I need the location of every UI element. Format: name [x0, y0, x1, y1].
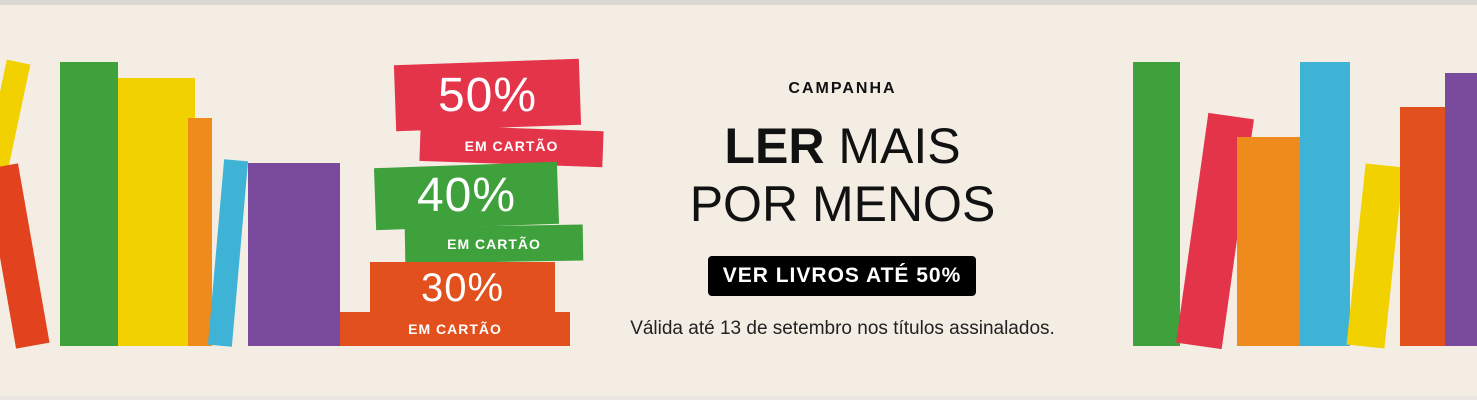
headline-line-2: POR MENOS	[689, 176, 996, 232]
bottom-border	[0, 396, 1477, 400]
validity-note: Válida até 13 de setembro nos títulos as…	[630, 318, 1055, 339]
headline-line-1: LER MAIS	[600, 118, 1085, 174]
cta-button[interactable]: VER LIVROS ATÉ 50%	[708, 256, 976, 296]
discount-label: EM CARTÃO	[408, 321, 502, 337]
book	[118, 78, 195, 346]
tag-box	[419, 124, 604, 168]
book	[188, 118, 212, 346]
book	[1237, 137, 1305, 346]
book	[0, 59, 31, 222]
book	[60, 62, 118, 346]
book	[1133, 62, 1180, 346]
tag-box	[373, 161, 560, 231]
top-border	[0, 0, 1477, 5]
discount-percent: 50%	[437, 69, 538, 122]
book	[1445, 73, 1477, 346]
discount-percent: 40%	[416, 169, 517, 222]
tag-box	[404, 224, 584, 264]
book	[0, 163, 50, 349]
book	[248, 163, 340, 346]
tag-box	[340, 312, 570, 346]
tag-box	[393, 58, 582, 132]
book	[207, 159, 249, 347]
discount-percent: 30%	[420, 266, 505, 310]
eyebrow: CAMPANHA	[788, 80, 897, 97]
right-books	[1133, 62, 1477, 350]
headline-rest: MAIS	[838, 118, 961, 174]
book	[1300, 62, 1350, 346]
left-books	[0, 59, 340, 349]
book	[1346, 163, 1404, 349]
book	[1176, 112, 1254, 350]
headline-bold: LER	[724, 118, 825, 174]
discount-label: EM CARTÃO	[447, 236, 541, 252]
discount-tags	[340, 58, 604, 346]
discount-label: EM CARTÃO	[464, 138, 559, 154]
tag-box	[370, 262, 555, 312]
